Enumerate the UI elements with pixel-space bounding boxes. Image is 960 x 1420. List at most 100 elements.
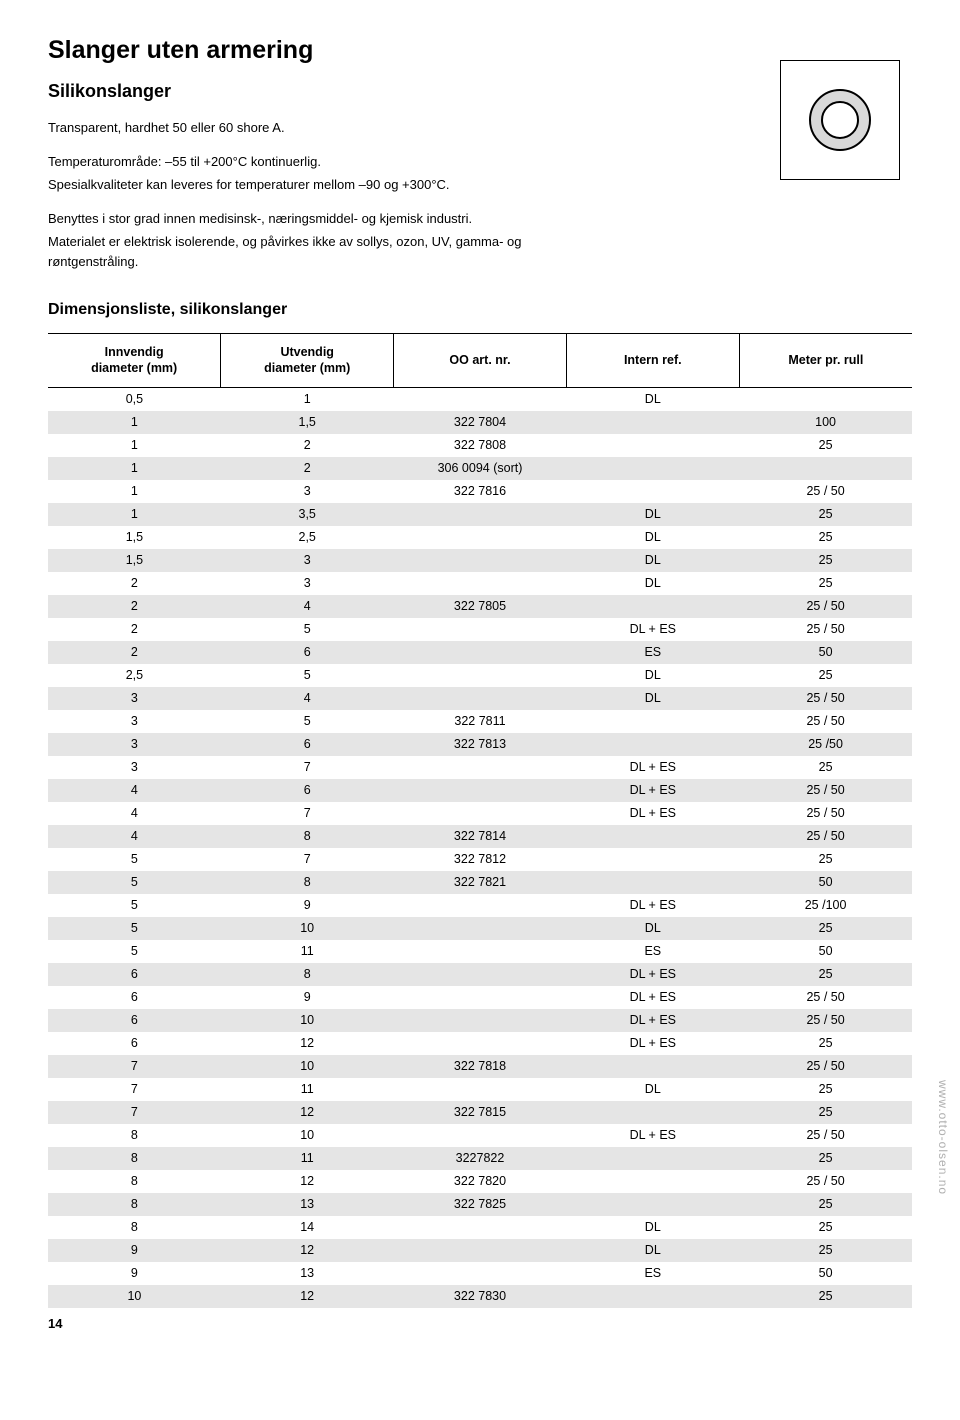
table-cell: DL <box>566 387 739 411</box>
table-cell: 1 <box>48 434 221 457</box>
table-cell: 3,5 <box>221 503 394 526</box>
table-cell <box>566 434 739 457</box>
table-cell <box>394 802 567 825</box>
table-cell <box>566 825 739 848</box>
table-cell <box>394 526 567 549</box>
table-cell: 322 7808 <box>394 434 567 457</box>
table-cell: 1,5 <box>48 526 221 549</box>
table-cell: 10 <box>48 1285 221 1308</box>
table-cell: 12 <box>221 1170 394 1193</box>
table-cell: 25 / 50 <box>739 480 912 503</box>
ring-icon <box>805 85 875 155</box>
table-cell <box>566 871 739 894</box>
table-cell: 25 / 50 <box>739 986 912 1009</box>
table-cell: 3 <box>48 710 221 733</box>
table-cell: DL + ES <box>566 756 739 779</box>
table-cell: 6 <box>221 733 394 756</box>
table-cell: 1,5 <box>221 411 394 434</box>
table-cell: DL <box>566 526 739 549</box>
table-row: 510DL25 <box>48 917 912 940</box>
table-cell: 14 <box>221 1216 394 1239</box>
intro-line: Temperaturområde: –55 til +200°C kontinu… <box>48 152 568 172</box>
table-header-cell: Utvendigdiameter (mm) <box>221 334 394 388</box>
table-cell <box>739 387 912 411</box>
table-row: 13322 781625 / 50 <box>48 480 912 503</box>
table-row: 810DL + ES25 / 50 <box>48 1124 912 1147</box>
table-cell: 12 <box>221 1285 394 1308</box>
table-row: 59DL + ES25 /100 <box>48 894 912 917</box>
table-row: 26ES50 <box>48 641 912 664</box>
table-header-cell: OO art. nr. <box>394 334 567 388</box>
table-cell: 322 7805 <box>394 595 567 618</box>
table-cell: 12 <box>221 1032 394 1055</box>
table-cell: 1 <box>48 411 221 434</box>
page-number: 14 <box>48 1316 912 1331</box>
table-row: 58322 782150 <box>48 871 912 894</box>
table-cell: DL <box>566 1216 739 1239</box>
table-cell <box>394 963 567 986</box>
table-cell <box>566 480 739 503</box>
table-row: 24322 780525 / 50 <box>48 595 912 618</box>
table-row: 37DL + ES25 <box>48 756 912 779</box>
table-cell: 3 <box>221 480 394 503</box>
table-row: 0,51DL <box>48 387 912 411</box>
table-cell <box>566 710 739 733</box>
table-row: 1012322 783025 <box>48 1285 912 1308</box>
table-cell: 2 <box>221 434 394 457</box>
table-cell: DL + ES <box>566 618 739 641</box>
table-cell: DL + ES <box>566 986 739 1009</box>
table-header-cell: Meter pr. rull <box>739 334 912 388</box>
intro-line: Transparent, hardhet 50 eller 60 shore A… <box>48 118 568 138</box>
table-cell: 25 <box>739 848 912 871</box>
table-cell: 3227822 <box>394 1147 567 1170</box>
table-cell: ES <box>566 940 739 963</box>
table-cell: 322 7815 <box>394 1101 567 1124</box>
table-cell: DL + ES <box>566 963 739 986</box>
table-cell: DL <box>566 1239 739 1262</box>
table-row: 68DL + ES25 <box>48 963 912 986</box>
table-cell: 8 <box>48 1170 221 1193</box>
table-cell: 7 <box>48 1101 221 1124</box>
table-row: 47DL + ES25 / 50 <box>48 802 912 825</box>
table-cell: 3 <box>48 733 221 756</box>
table-cell <box>394 1009 567 1032</box>
table-cell <box>394 387 567 411</box>
table-row: 812322 782025 / 50 <box>48 1170 912 1193</box>
table-cell: 6 <box>48 1009 221 1032</box>
table-row: 46DL + ES25 / 50 <box>48 779 912 802</box>
table-cell: 2 <box>48 618 221 641</box>
table-cell: 3 <box>221 572 394 595</box>
table-cell <box>566 1147 739 1170</box>
table-cell: 50 <box>739 940 912 963</box>
table-cell: 2 <box>48 641 221 664</box>
table-cell: 10 <box>221 1055 394 1078</box>
table-cell: 6 <box>48 1032 221 1055</box>
table-cell: 25 <box>739 549 912 572</box>
table-cell: 322 7811 <box>394 710 567 733</box>
table-cell: 8 <box>221 871 394 894</box>
table-cell: DL <box>566 664 739 687</box>
table-cell: 4 <box>221 687 394 710</box>
table-cell: DL <box>566 1078 739 1101</box>
table-cell: 8 <box>221 963 394 986</box>
table-row: 13,5DL25 <box>48 503 912 526</box>
table-cell: 25 / 50 <box>739 710 912 733</box>
table-cell: 9 <box>48 1239 221 1262</box>
intro-line: Benyttes i stor grad innen medisinsk-, n… <box>48 209 568 229</box>
table-cell: 25 / 50 <box>739 595 912 618</box>
table-row: 36322 781325 /50 <box>48 733 912 756</box>
table-cell <box>566 411 739 434</box>
table-cell: 8 <box>48 1147 221 1170</box>
table-cell: 11 <box>221 1078 394 1101</box>
table-cell: 25 / 50 <box>739 1055 912 1078</box>
table-cell <box>394 1216 567 1239</box>
table-cell <box>739 457 912 480</box>
table-cell: 25 / 50 <box>739 779 912 802</box>
table-cell: 10 <box>221 1124 394 1147</box>
table-cell: 50 <box>739 641 912 664</box>
table-cell: 306 0094 (sort) <box>394 457 567 480</box>
table-cell: 322 7814 <box>394 825 567 848</box>
table-cell: 100 <box>739 411 912 434</box>
table-header-cell: Intern ref. <box>566 334 739 388</box>
table-cell: 25 <box>739 1032 912 1055</box>
